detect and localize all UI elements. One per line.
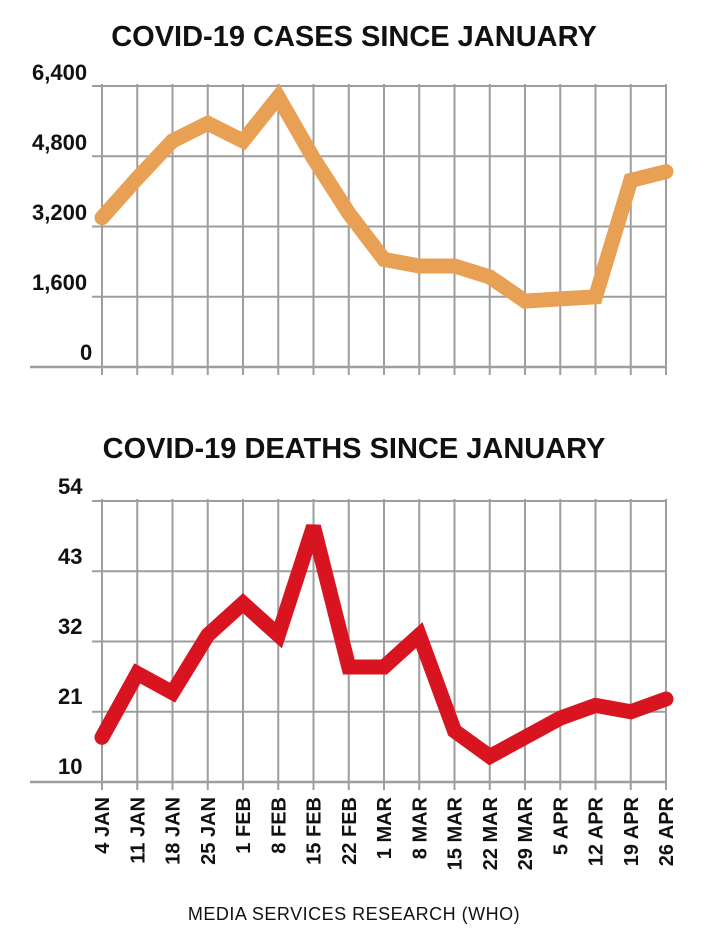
x-tick-label: 1 MAR — [374, 796, 396, 859]
x-tick-label: 8 FEB — [268, 797, 290, 854]
deaths-chart: COVID-19 DEATHS SINCE JANUARY 54 43 32 2… — [30, 433, 678, 870]
cases-point — [277, 95, 280, 98]
cases-ytick-1600: 1,600 — [32, 270, 87, 295]
cases-point — [665, 170, 667, 173]
x-tick-label: 5 APR — [550, 796, 572, 855]
cases-point — [136, 177, 139, 180]
deaths-point — [277, 634, 280, 637]
cases-chart-title: COVID-19 CASES SINCE JANUARY — [111, 21, 597, 53]
cases-point — [488, 275, 491, 278]
x-tick-label: 4 JAN — [92, 797, 114, 854]
cases-point — [242, 139, 244, 142]
x-tick-label: 1 FEB — [233, 797, 255, 854]
cases-point — [629, 179, 632, 182]
x-tick-label: 19 APR — [621, 796, 643, 866]
deaths-point — [312, 525, 315, 528]
cases-y-axis: 6,400 4,800 3,200 1,600 0 — [32, 60, 92, 365]
cases-series — [94, 83, 674, 309]
deaths-y-axis: 54 43 32 21 10 — [58, 474, 83, 779]
x-tick-label: 15 FEB — [304, 797, 326, 865]
deaths-gridlines — [30, 499, 667, 790]
deaths-point — [101, 736, 103, 739]
cases-point — [206, 122, 209, 125]
source-note: MEDIA SERVICES RESEARCH (WHO) — [188, 904, 520, 924]
cases-chart: COVID-19 CASES SINCE JANUARY 6,400 4,800… — [30, 21, 674, 375]
deaths-point — [206, 634, 209, 637]
deaths-point — [524, 736, 526, 739]
cases-ytick-6400: 6,400 — [32, 60, 87, 85]
deaths-chart-title: COVID-19 DEATHS SINCE JANUARY — [103, 433, 606, 465]
cases-ytick-0: 0 — [80, 340, 92, 365]
x-tick-label: 22 FEB — [339, 797, 361, 865]
cases-point — [594, 295, 597, 298]
cases-gridlines — [30, 84, 667, 375]
x-tick-label: 8 MAR — [409, 796, 431, 859]
x-tick-label: 15 MAR — [445, 796, 467, 870]
cases-point — [101, 216, 103, 219]
deaths-ytick-21: 21 — [58, 684, 82, 709]
deaths-point — [136, 672, 139, 675]
deaths-point — [594, 704, 597, 707]
deaths-point — [347, 666, 350, 669]
deaths-ytick-43: 43 — [58, 544, 82, 569]
deaths-ytick-54: 54 — [58, 474, 83, 499]
x-tick-label: 22 MAR — [480, 796, 502, 870]
cases-ytick-3200: 3,200 — [32, 200, 87, 225]
deaths-point — [171, 691, 174, 694]
deaths-point — [383, 666, 385, 669]
x-tick-label: 25 JAN — [198, 797, 220, 865]
cases-point — [383, 258, 385, 261]
deaths-point — [242, 602, 244, 605]
x-axis-labels: 4 JAN 11 JAN 18 JAN 25 JAN 1 FEB 8 FEB 15 FEB 2… — [92, 796, 678, 870]
deaths-point — [453, 729, 456, 732]
cases-ytick-4800: 4,800 — [32, 130, 87, 155]
deaths-point — [665, 697, 667, 700]
x-tick-label: 12 APR — [586, 796, 608, 866]
deaths-ytick-10: 10 — [58, 754, 82, 779]
deaths-point — [418, 634, 421, 637]
deaths-point — [559, 717, 562, 720]
cases-point — [524, 300, 526, 303]
cases-point — [312, 157, 315, 160]
cases-point — [347, 212, 350, 215]
x-tick-label: 11 JAN — [127, 797, 149, 864]
deaths-point — [629, 710, 632, 713]
x-tick-label: 26 APR — [656, 796, 678, 866]
cases-point — [559, 297, 562, 300]
x-tick-label: 29 MAR — [515, 796, 537, 870]
cases-point — [453, 265, 456, 268]
deaths-series — [94, 524, 674, 766]
cases-point — [418, 265, 421, 268]
cases-point — [171, 139, 174, 142]
deaths-point — [488, 755, 491, 758]
deaths-ytick-32: 32 — [58, 614, 82, 639]
x-tick-label: 18 JAN — [163, 797, 185, 865]
